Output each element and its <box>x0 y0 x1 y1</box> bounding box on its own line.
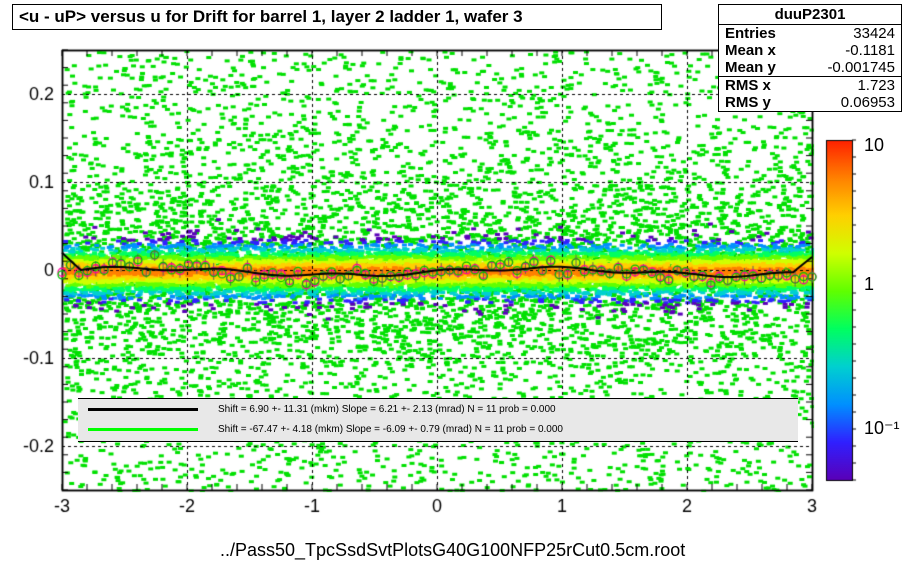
chart-title: <u - uP> versus u for Drift for barrel 1… <box>12 4 662 30</box>
stats-row: Entries33424 <box>719 25 901 42</box>
stats-row: Mean x-0.1181 <box>719 42 901 59</box>
chart-caption: ../Pass50_TpcSsdSvtPlotsG40G100NFP25rCut… <box>220 540 685 561</box>
stats-row: Mean y-0.001745 <box>719 59 901 77</box>
legend-row: Shift = -67.47 +- 4.18 (mkm) Slope = -6.… <box>78 419 798 439</box>
legend-text: Shift = -67.47 +- 4.18 (mkm) Slope = -6.… <box>218 424 563 435</box>
stats-row: RMS y0.06953 <box>719 94 901 111</box>
legend-box: Shift = 6.90 +- 11.31 (mkm) Slope = 6.21… <box>78 398 798 442</box>
colorbar-tick: 10 <box>864 135 884 156</box>
colorbar-tick: 10⁻¹ <box>864 418 900 439</box>
legend-swatch <box>88 408 198 411</box>
colorbar-tick: 1 <box>864 274 874 295</box>
stats-row: RMS x1.723 <box>719 77 901 94</box>
legend-swatch <box>88 428 198 431</box>
legend-text: Shift = 6.90 +- 11.31 (mkm) Slope = 6.21… <box>218 404 556 415</box>
stats-box: duuP2301 Entries33424Mean x-0.1181Mean y… <box>718 4 902 112</box>
stats-name: duuP2301 <box>719 5 901 25</box>
legend-row: Shift = 6.90 +- 11.31 (mkm) Slope = 6.21… <box>78 399 798 419</box>
